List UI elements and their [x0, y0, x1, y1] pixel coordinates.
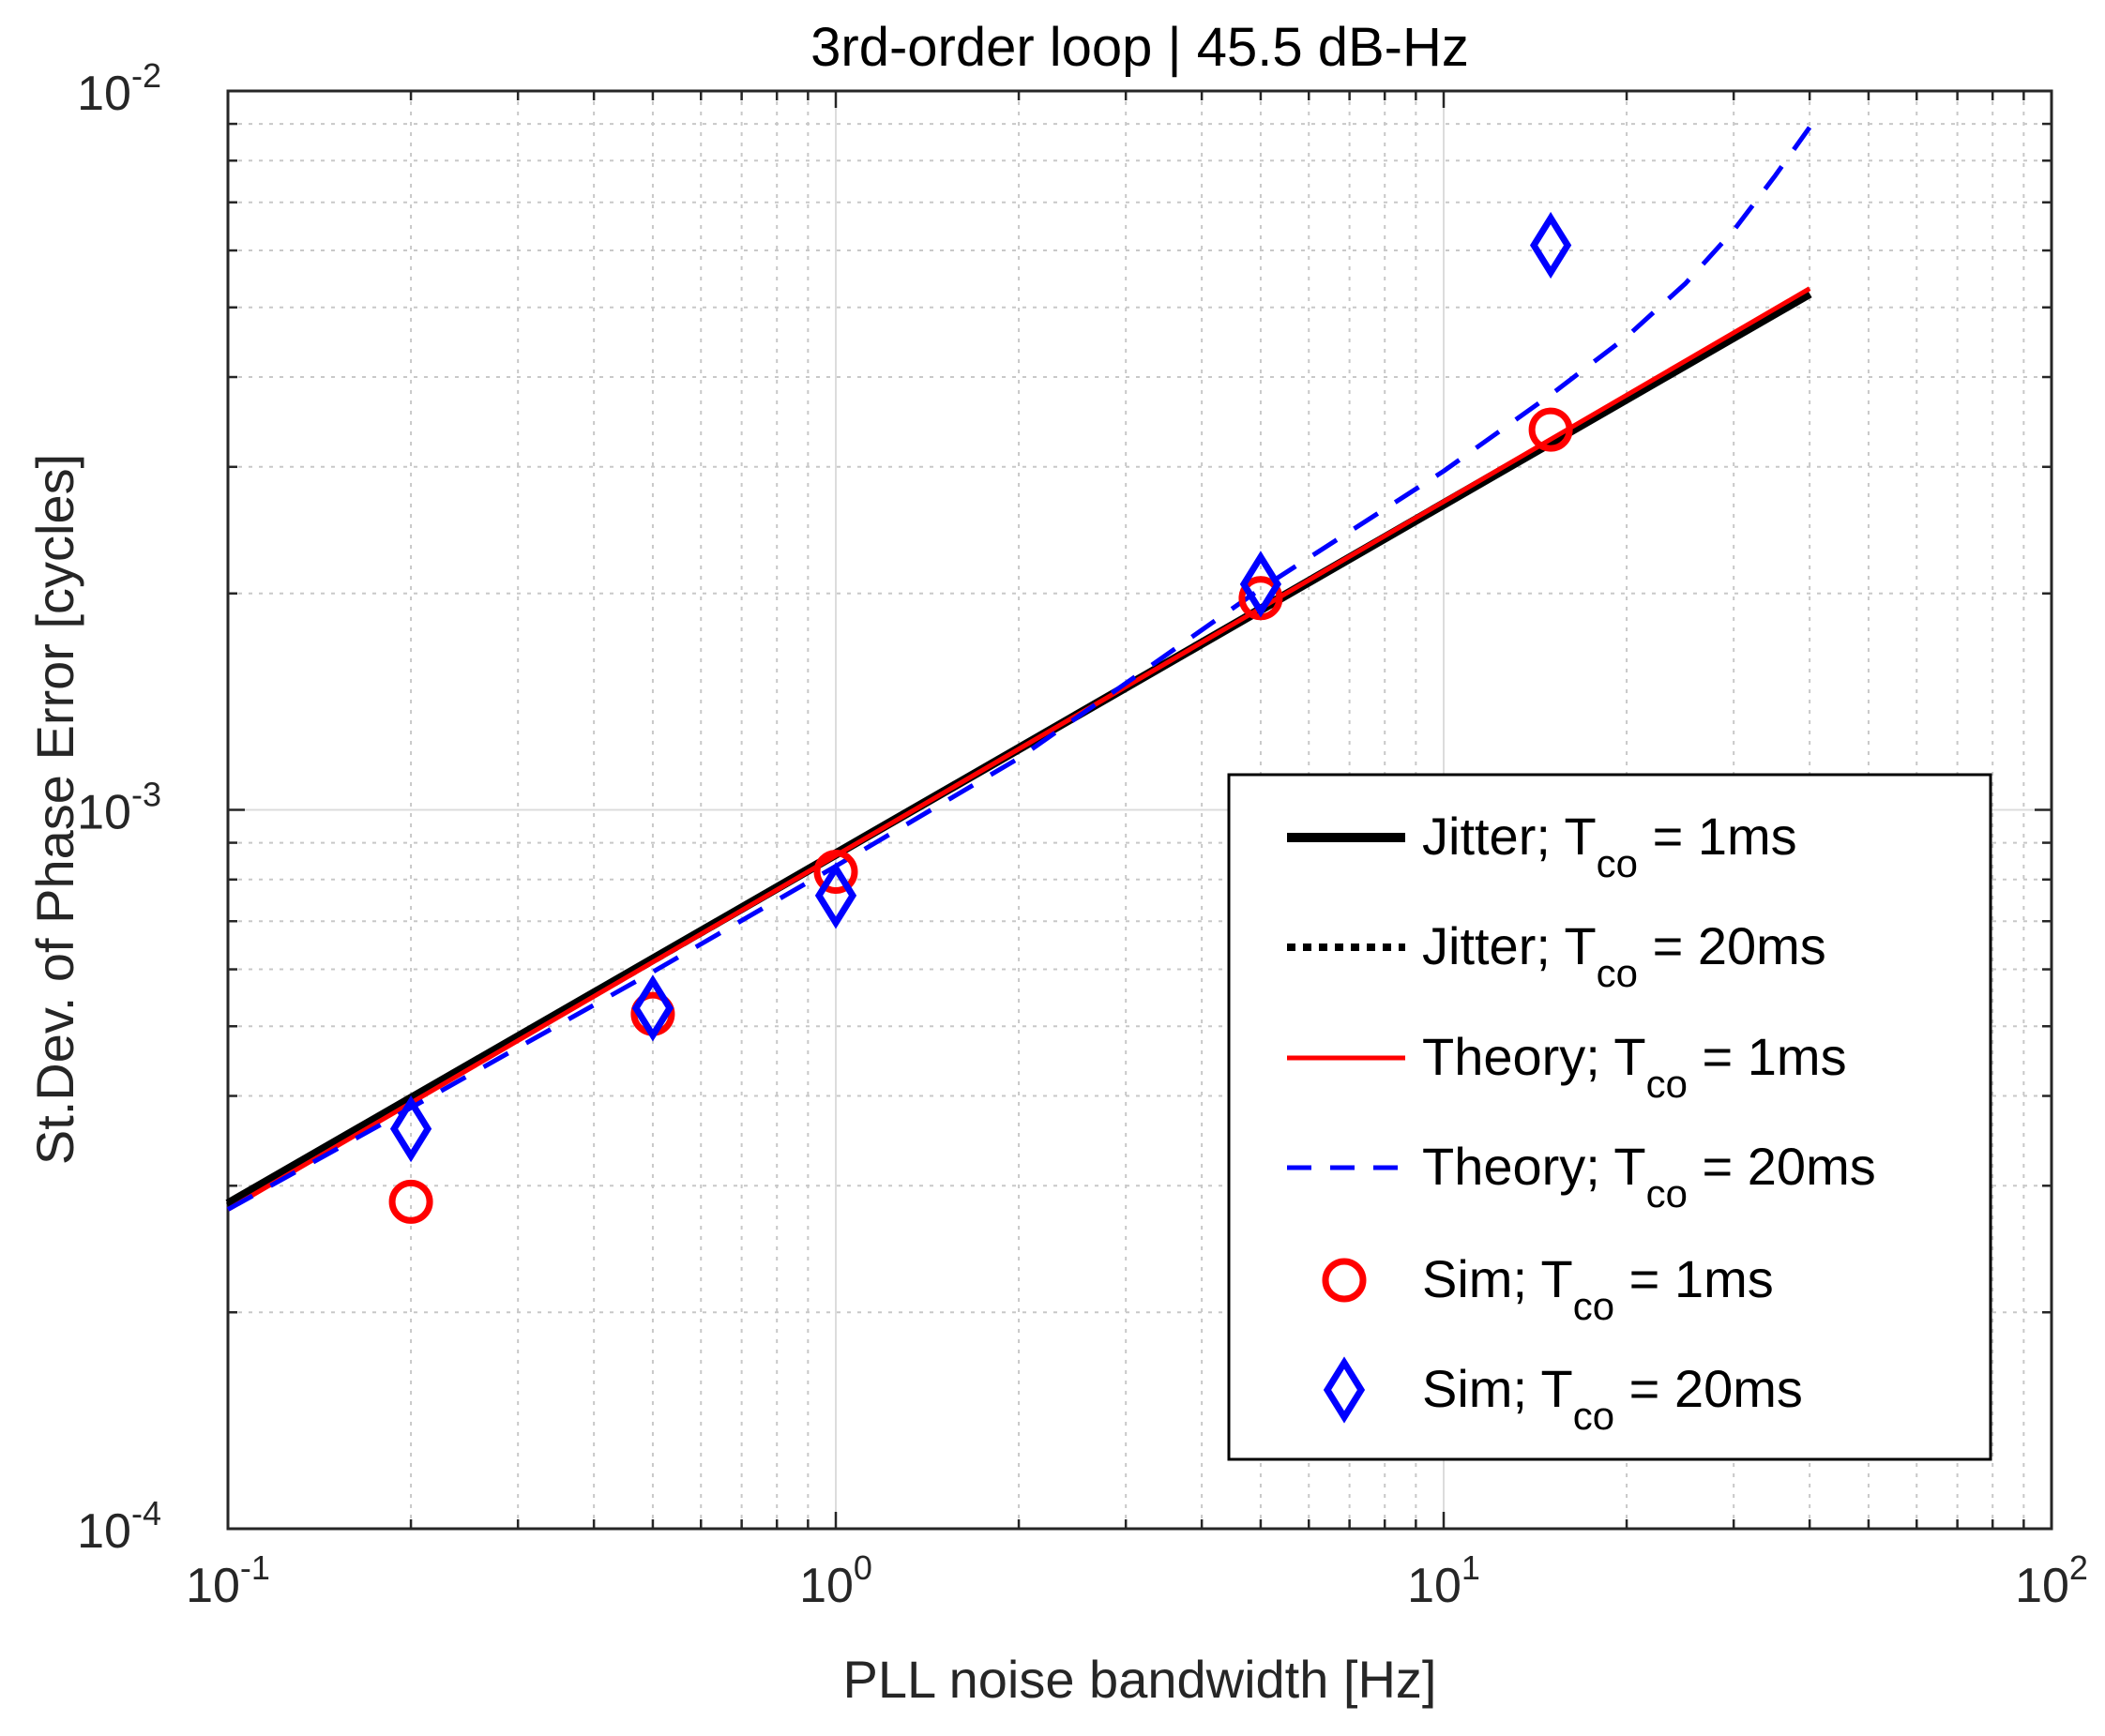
- legend-entry-subscript: co: [1597, 841, 1638, 885]
- diamond-marker: [1239, 551, 1282, 618]
- y-tick-label-base: 10: [77, 1504, 131, 1559]
- y-tick-label: 10-3: [77, 776, 161, 840]
- y-tick-label: 10-2: [77, 56, 161, 121]
- legend-entry-name: Sim; T: [1422, 1359, 1573, 1418]
- legend-entry-label: Jitter; Tco = 1ms: [1422, 807, 1797, 885]
- series-layer: [225, 126, 1812, 1224]
- x-tick-label: 100: [799, 1548, 872, 1613]
- x-tick-label: 10-1: [186, 1548, 270, 1613]
- x-tick-label: 101: [1407, 1548, 1480, 1613]
- legend-swatch-diamond: [1323, 1356, 1366, 1424]
- y-tick-label-base: 10: [77, 67, 131, 121]
- legend-entry-label: Jitter; Tco = 20ms: [1422, 916, 1826, 995]
- x-axis-label: PLL noise bandwidth [Hz]: [843, 1650, 1437, 1709]
- x-tick-label-exponent: 1: [1461, 1548, 1480, 1587]
- legend-entry-subscript: co: [1597, 951, 1638, 995]
- diamond-marker: [631, 974, 674, 1042]
- circle-marker: [813, 850, 858, 895]
- legend-entry-label: Sim; Tco = 1ms: [1422, 1249, 1774, 1328]
- legend-entry-name: Jitter; T: [1422, 807, 1597, 866]
- axes-box: [226, 89, 2053, 1531]
- legend-entry-name: Sim; T: [1422, 1249, 1573, 1308]
- y-tick-label-base: 10: [77, 786, 131, 840]
- axes: [226, 89, 2053, 1531]
- x-tick-label-base: 10: [2015, 1559, 2069, 1613]
- x-tick-label-exponent: 2: [2069, 1548, 2088, 1587]
- legend-entry-name: Theory; T: [1422, 1137, 1646, 1196]
- legend-box: [1227, 773, 1992, 1461]
- x-tick-label-exponent: 0: [854, 1548, 872, 1587]
- legend-entry-suffix: = 20ms: [1638, 916, 1826, 975]
- x-tick-label: 102: [2015, 1548, 2088, 1613]
- legend-entry-suffix: = 1ms: [1614, 1249, 1774, 1308]
- series-line-3: [226, 126, 1812, 1212]
- series-line-2: [226, 286, 1811, 1212]
- legend-swatch-circle: [1322, 1258, 1367, 1303]
- x-tick-label-base: 10: [186, 1559, 240, 1613]
- circle-marker: [388, 1179, 433, 1224]
- y-tick-label-exponent: -2: [131, 56, 161, 95]
- y-tick-label-exponent: -4: [131, 1494, 161, 1532]
- legend-entry-label: Sim; Tco = 20ms: [1422, 1359, 1803, 1438]
- y-tick-label-exponent: -3: [131, 776, 161, 814]
- legend-entry-subscript: co: [1646, 1062, 1688, 1106]
- diamond-marker: [1529, 211, 1572, 279]
- legend-entry-name: Jitter; T: [1422, 916, 1597, 975]
- circle-marker: [1528, 407, 1573, 452]
- chart-title: 3rd-order loop | 45.5 dB-Hz: [810, 17, 1469, 78]
- x-tick-label-exponent: -1: [240, 1548, 270, 1587]
- legend-entry-suffix: = 1ms: [1688, 1027, 1847, 1086]
- legend-entry-name: Theory; T: [1422, 1027, 1646, 1086]
- legend-entry-suffix: = 1ms: [1638, 807, 1797, 866]
- diamond-marker: [814, 862, 857, 929]
- x-tick-label-base: 10: [1407, 1559, 1461, 1613]
- legend-entry-subscript: co: [1573, 1284, 1614, 1328]
- legend-entry-label: Theory; Tco = 1ms: [1422, 1027, 1847, 1106]
- y-tick-label: 10-4: [77, 1494, 161, 1559]
- x-tick-label-base: 10: [799, 1559, 854, 1613]
- legend-entry-subscript: co: [1573, 1394, 1614, 1438]
- legend-entry-suffix: = 20ms: [1688, 1137, 1876, 1196]
- diamond-marker: [389, 1094, 432, 1163]
- y-axis-label: St.Dev. of Phase Error [cycles]: [25, 454, 84, 1165]
- legend-entry-subscript: co: [1646, 1171, 1688, 1215]
- legend-entry-label: Theory; Tco = 20ms: [1422, 1137, 1876, 1215]
- legend-entry-suffix: = 20ms: [1614, 1359, 1803, 1418]
